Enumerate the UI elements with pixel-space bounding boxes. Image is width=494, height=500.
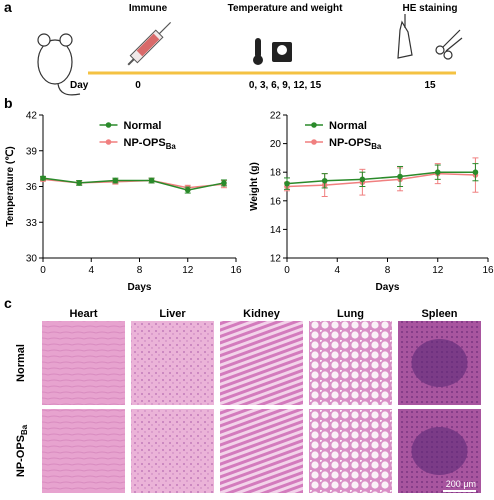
x-tick-label: 4 (334, 265, 340, 276)
scale-bar-label: 200 μm (446, 479, 476, 489)
legend-label-sub: Ba (166, 142, 177, 151)
point (397, 173, 403, 180)
x-axis-label: Days (128, 282, 152, 293)
column-label: Liver (159, 308, 186, 320)
histology-image (42, 321, 125, 405)
series-line (286, 172, 476, 188)
event-days: 0, 3, 6, 9, 12, 15 (249, 80, 322, 91)
x-axis-label: Days (376, 282, 400, 293)
scale-icon (272, 42, 292, 62)
x-tick-label: 8 (137, 265, 143, 276)
legend-label-main: NP-OPS (329, 137, 371, 149)
point (359, 176, 366, 183)
legend-label: Normal (124, 120, 162, 132)
legend-marker (105, 122, 112, 128)
histology-image (220, 321, 303, 405)
y-tick-label: 18 (270, 168, 282, 179)
row-label: NP-OPSBa (15, 424, 29, 477)
histology-image (220, 409, 303, 493)
point (184, 187, 191, 193)
event-days: 15 (424, 80, 436, 91)
point (221, 180, 227, 186)
y-tick-label: 30 (26, 254, 38, 265)
day-label: Day (70, 80, 89, 91)
legend-label: NP-OPSBa (329, 137, 382, 151)
x-tick-label: 4 (88, 265, 94, 276)
x-tick-label: 0 (284, 265, 290, 276)
x-tick-label: 16 (482, 265, 494, 276)
y-tick-label: 36 (26, 182, 38, 193)
column-label: Spleen (421, 308, 457, 320)
white-pulp (411, 427, 468, 475)
point (284, 180, 290, 187)
legend-marker (311, 139, 317, 145)
panel-label: a (4, 0, 12, 15)
mouse-icon (37, 33, 81, 96)
legend-label: Normal (329, 120, 367, 132)
y-tick-label: 22 (270, 111, 282, 122)
y-axis-label: Temperature (℃) (5, 146, 16, 227)
column-label: Lung (337, 308, 364, 320)
syringe-icon (127, 21, 172, 66)
y-tick-label: 16 (270, 196, 282, 207)
y-tick-label: 33 (26, 218, 38, 229)
y-tick-label: 20 (270, 139, 282, 150)
histology-image (131, 409, 214, 493)
legend-marker (105, 139, 112, 145)
event-label: Temperature and weight (228, 3, 344, 14)
legend-marker (311, 122, 317, 128)
x-tick-label: 8 (385, 265, 391, 276)
column-label: Heart (69, 308, 97, 320)
legend-label-main: Normal (124, 120, 162, 132)
point (321, 177, 328, 184)
x-tick-label: 16 (230, 265, 242, 276)
row-label-sub: Ba (20, 424, 29, 435)
histology-image (42, 409, 125, 493)
legend-label-sub: Ba (371, 142, 382, 151)
y-axis-label: Weight (g) (249, 162, 260, 211)
y-tick-label: 39 (26, 146, 38, 157)
point (112, 177, 119, 184)
point (472, 169, 479, 175)
y-tick-label: 14 (270, 225, 282, 236)
y-tick-label: 42 (26, 111, 38, 122)
legend-label-main: NP-OPS (124, 137, 166, 149)
histology-image (309, 409, 392, 493)
he-icon (397, 14, 463, 60)
point (148, 177, 155, 184)
panel-label: c (4, 295, 12, 311)
legend-label: NP-OPSBa (124, 137, 177, 151)
event-label: Immune (129, 3, 168, 14)
x-tick-label: 0 (40, 265, 46, 276)
series-line (286, 171, 476, 185)
series-line (42, 177, 225, 191)
event-days: 0 (135, 80, 141, 91)
row-label-main: Normal (15, 344, 27, 382)
panel-label: b (4, 95, 13, 111)
legend-label-main: Normal (329, 120, 367, 132)
white-pulp (411, 339, 468, 387)
row-label-main: NP-OPS (15, 435, 27, 477)
histology-image (131, 321, 214, 405)
point (434, 169, 441, 175)
y-tick-label: 12 (270, 254, 282, 265)
histology-image (309, 321, 392, 405)
column-label: Kidney (243, 308, 281, 320)
row-label: Normal (15, 344, 27, 382)
point (40, 175, 46, 181)
event-label: HE staining (402, 3, 457, 14)
point (76, 180, 82, 186)
thermometer-icon (253, 38, 263, 65)
x-tick-label: 12 (182, 265, 194, 276)
x-tick-label: 12 (432, 265, 444, 276)
